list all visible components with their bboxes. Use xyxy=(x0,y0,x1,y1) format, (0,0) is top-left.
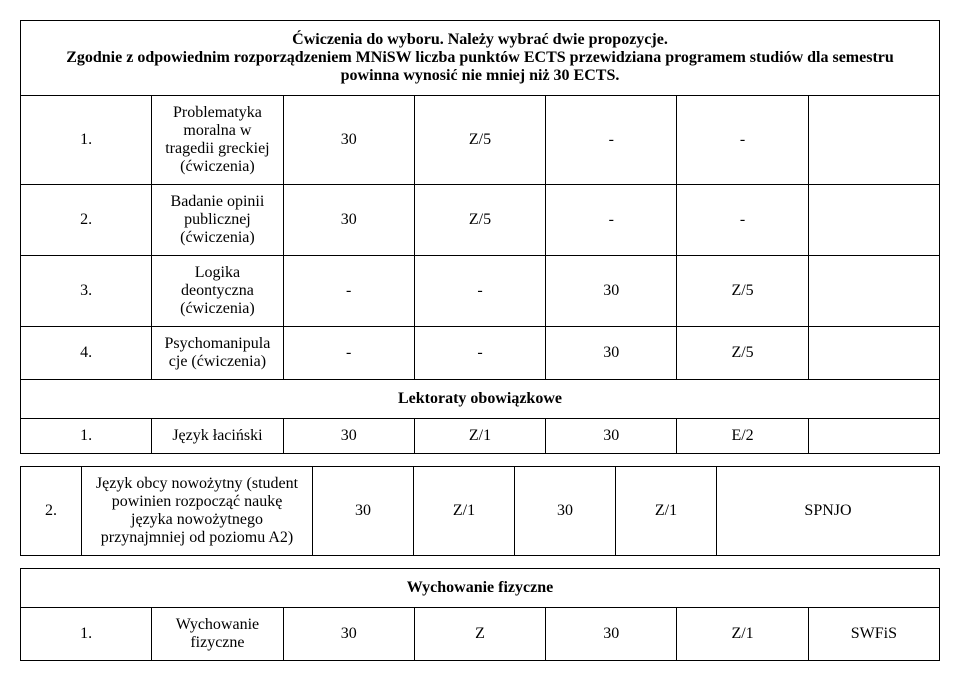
row-v2: Z/5 xyxy=(414,96,545,185)
row-notes: SPNJO xyxy=(717,467,940,556)
row-v3: 30 xyxy=(546,419,677,454)
table-row: 2. Język obcy nowożytny (student powinie… xyxy=(21,467,940,556)
row-num: 3. xyxy=(21,256,152,327)
row-name: Badanie opinii publicznej (ćwiczenia) xyxy=(152,185,283,256)
row-v4: - xyxy=(677,96,808,185)
row-notes xyxy=(808,256,939,327)
row-name: Wychowanie fizyczne xyxy=(152,608,283,661)
row-v1: - xyxy=(283,256,414,327)
row-v1: 30 xyxy=(313,467,414,556)
row-name: Problematyka moralna w tragedii greckiej… xyxy=(152,96,283,185)
table-row: 2. Badanie opinii publicznej (ćwiczenia)… xyxy=(21,185,940,256)
table-row: 1. Język łaciński 30 Z/1 30 E/2 xyxy=(21,419,940,454)
row-v1: - xyxy=(283,327,414,380)
row-num: 1. xyxy=(21,419,152,454)
header-cell: Ćwiczenia do wyboru. Należy wybrać dwie … xyxy=(21,21,940,96)
row-num: 1. xyxy=(21,608,152,661)
row-num: 1. xyxy=(21,96,152,185)
spacer xyxy=(20,556,940,568)
section-row-wychowanie: Wychowanie fizyczne xyxy=(21,569,940,608)
row-name: Język łaciński xyxy=(152,419,283,454)
row-v4: E/2 xyxy=(677,419,808,454)
row-v4: Z/1 xyxy=(616,467,717,556)
header-row: Ćwiczenia do wyboru. Należy wybrać dwie … xyxy=(21,21,940,96)
section-title: Wychowanie fizyczne xyxy=(21,569,940,608)
row-notes xyxy=(808,185,939,256)
row-v1: 30 xyxy=(283,96,414,185)
table-row: 1. Wychowanie fizyczne 30 Z 30 Z/1 SWFiS xyxy=(21,608,940,661)
header-line1: Ćwiczenia do wyboru. Należy wybrać dwie … xyxy=(41,31,919,49)
row-v3: 30 xyxy=(546,256,677,327)
row-v1: 30 xyxy=(283,608,414,661)
row-v2: Z/5 xyxy=(414,185,545,256)
curriculum-table: Ćwiczenia do wyboru. Należy wybrać dwie … xyxy=(20,20,940,454)
row-v4: Z/5 xyxy=(677,256,808,327)
row-v1: 30 xyxy=(283,419,414,454)
row-num: 2. xyxy=(21,467,82,556)
row-v3: - xyxy=(546,96,677,185)
row-v1: 30 xyxy=(283,185,414,256)
row-notes xyxy=(808,327,939,380)
row-v4: - xyxy=(677,185,808,256)
row-num: 2. xyxy=(21,185,152,256)
row-notes xyxy=(808,419,939,454)
row-v3: 30 xyxy=(515,467,616,556)
curriculum-table-block2: 2. Język obcy nowożytny (student powinie… xyxy=(20,466,940,556)
section-title: Lektoraty obowiązkowe xyxy=(21,380,940,419)
table-row: 1. Problematyka moralna w tragedii greck… xyxy=(21,96,940,185)
row-v4: Z/5 xyxy=(677,327,808,380)
row-v2: - xyxy=(414,327,545,380)
section-row-lektoraty: Lektoraty obowiązkowe xyxy=(21,380,940,419)
row-v3: 30 xyxy=(546,608,677,661)
spacer xyxy=(20,454,940,466)
row-notes: SWFiS xyxy=(808,608,939,661)
row-v2: - xyxy=(414,256,545,327)
row-notes xyxy=(808,96,939,185)
row-name: Psychomanipulacje (ćwiczenia) xyxy=(152,327,283,380)
row-num: 4. xyxy=(21,327,152,380)
row-v3: - xyxy=(546,185,677,256)
row-v3: 30 xyxy=(546,327,677,380)
row-name: Logika deontyczna (ćwiczenia) xyxy=(152,256,283,327)
table-row: 4. Psychomanipulacje (ćwiczenia) - - 30 … xyxy=(21,327,940,380)
row-name: Język obcy nowożytny (student powinien r… xyxy=(82,467,313,556)
header-line2: Zgodnie z odpowiednim rozporządzeniem MN… xyxy=(41,49,919,85)
row-v2: Z xyxy=(414,608,545,661)
table-row: 3. Logika deontyczna (ćwiczenia) - - 30 … xyxy=(21,256,940,327)
row-v4: Z/1 xyxy=(677,608,808,661)
row-v2: Z/1 xyxy=(414,467,515,556)
curriculum-table-block3: Wychowanie fizyczne 1. Wychowanie fizycz… xyxy=(20,568,940,661)
row-v2: Z/1 xyxy=(414,419,545,454)
